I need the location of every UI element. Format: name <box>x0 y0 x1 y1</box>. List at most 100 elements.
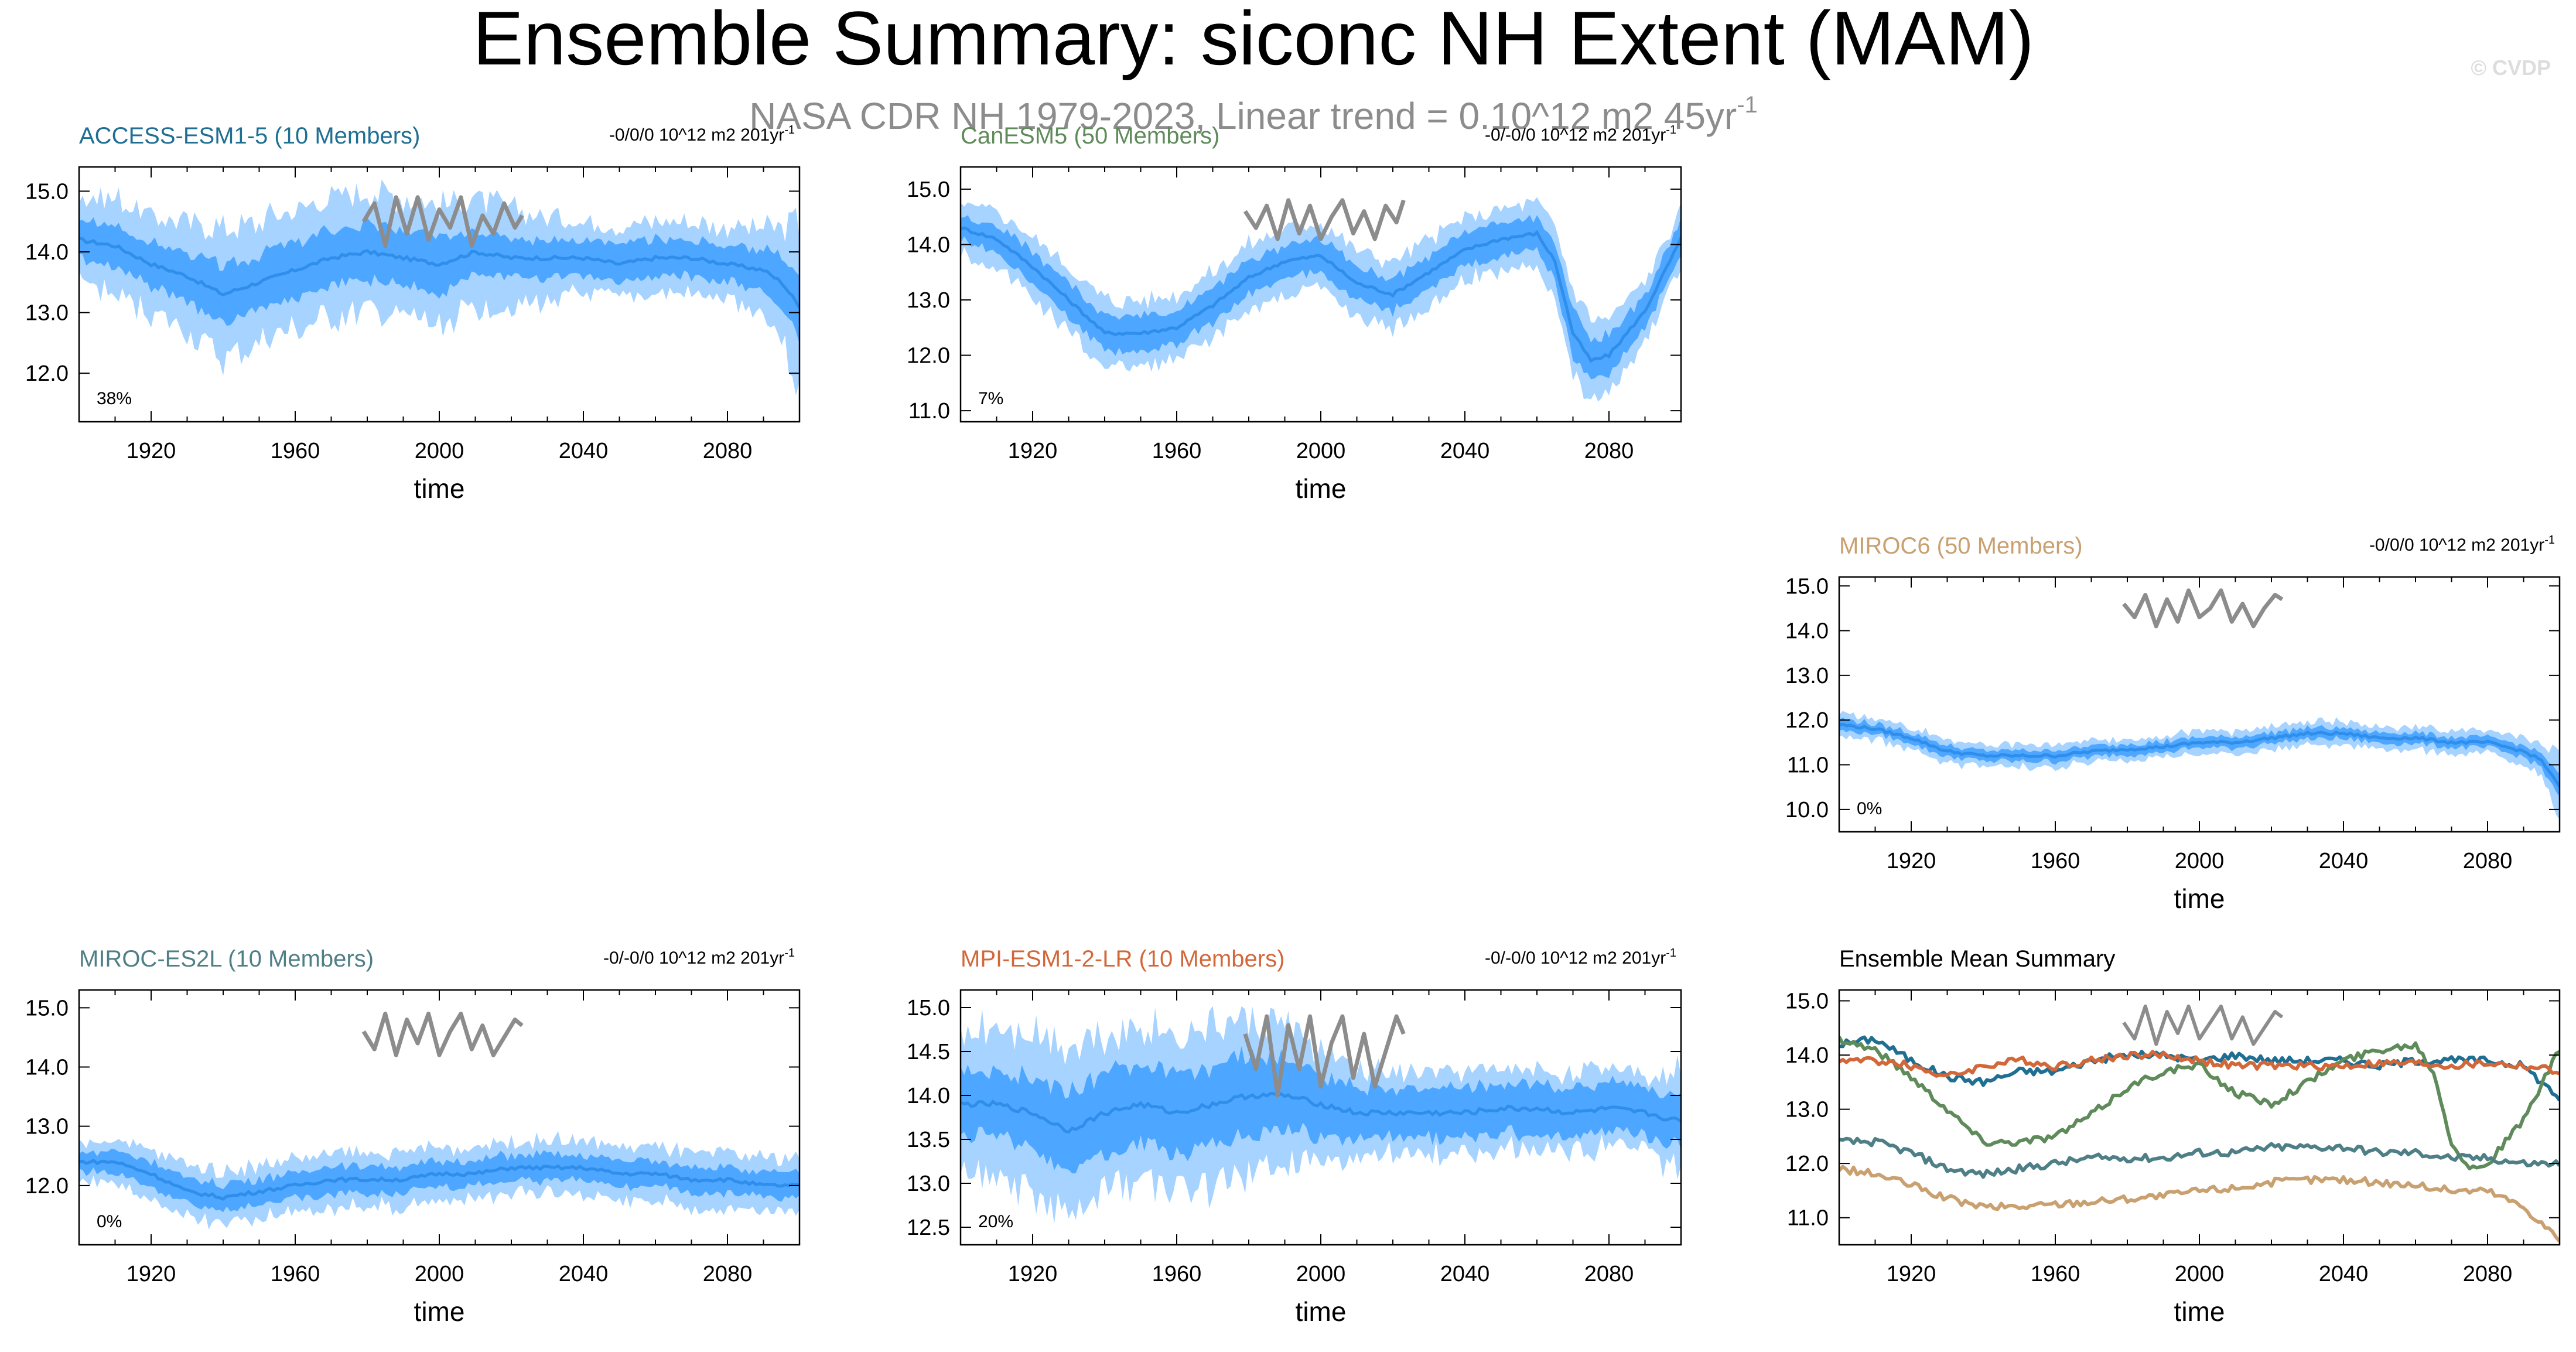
y-tick-label: 10.0 <box>1785 798 1829 822</box>
percent-label: 0% <box>97 1212 122 1231</box>
x-tick-label: 1960 <box>1152 1262 1202 1286</box>
inner-range-band <box>79 1148 800 1213</box>
x-tick-label: 1920 <box>127 439 176 463</box>
x-tick-label: 2000 <box>1296 1262 1346 1286</box>
plot-area <box>79 1011 800 1230</box>
x-tick-label: 1960 <box>1152 439 1202 463</box>
y-tick-label: 13.0 <box>907 288 950 313</box>
x-tick-label: 1920 <box>1887 849 1936 873</box>
x-tick-label: 2080 <box>2463 849 2513 873</box>
figure-subtitle-exponent: -1 <box>1737 92 1758 118</box>
panel-title: MIROC-ES2L (10 Members) <box>79 946 374 972</box>
trend-label: -0/-0/0 10^12 m2 201yr-1 <box>1485 947 1676 968</box>
trend-label-text: -0/-0/0 10^12 m2 201yr <box>603 948 784 968</box>
y-tick-label: 15.0 <box>907 996 950 1020</box>
x-tick-label: 2080 <box>1584 439 1634 463</box>
y-tick-label: 14.0 <box>25 240 69 265</box>
observations-line <box>361 195 524 248</box>
series-line-nasa-cdr-nh <box>2122 1004 2284 1046</box>
x-axis-label: time <box>2174 883 2225 914</box>
inner-range-band <box>961 214 1681 380</box>
figure-subtitle-text: NASA CDR NH 1979-2023, Linear trend = 0.… <box>749 95 1737 137</box>
trend-label: -0/0/0 10^12 m2 201yr-1 <box>609 124 795 145</box>
x-tick-label: 2040 <box>559 439 609 463</box>
plot-area <box>961 197 1681 402</box>
y-tick-label: 14.0 <box>25 1056 69 1080</box>
percent-label: 20% <box>978 1212 1013 1231</box>
ensemble-mean-line <box>1839 722 2560 787</box>
y-tick-label: 11.0 <box>1787 753 1829 778</box>
y-tick-label: 12.0 <box>25 1174 69 1199</box>
panel-canesm: 1920 1960 2000 2040 2080 11.0 12.0 13.0 14.0 15.0… <box>907 123 1682 504</box>
observations-line <box>361 1011 524 1057</box>
trend-label-text: -0/-0/0 10^12 m2 201yr <box>1485 125 1666 145</box>
trend-label: -0/-0/0 10^12 m2 201yr-1 <box>1485 124 1676 145</box>
panel-mpi: 1920 1960 2000 2040 2080 12.5 13.0 13.5 14.0 14.5… <box>907 946 1682 1327</box>
x-tick-label: 2000 <box>2175 849 2225 873</box>
observations-line <box>1243 198 1406 241</box>
panel-miroces2l: 1920 1960 2000 2040 2080 12.0 13.0 14.0 15.0 time… <box>25 946 801 1327</box>
percent-label: 0% <box>1857 799 1882 818</box>
series-line-miroc-es2l <box>1839 1136 2560 1179</box>
trend-label-exponent: -1 <box>2544 534 2555 547</box>
y-tick-label: 12.0 <box>1785 1152 1829 1176</box>
y-tick-label: 15.0 <box>907 177 950 202</box>
plot-area <box>79 179 800 395</box>
x-axis-label: time <box>414 473 465 504</box>
y-tick-label: 14.0 <box>1785 619 1829 644</box>
y-tick-label: 14.5 <box>907 1040 950 1064</box>
y-tick-label: 11.0 <box>908 399 950 424</box>
plot-frame <box>1838 989 2561 1246</box>
figure-title: Ensemble Summary: siconc NH Extent (MAM) <box>473 0 2034 81</box>
x-tick-label: 1960 <box>271 1262 320 1286</box>
plot-area <box>1839 1004 2560 1243</box>
x-tick-label: 2000 <box>2175 1262 2225 1286</box>
x-tick-label: 1920 <box>1008 1262 1058 1286</box>
panels-group: 1920 1960 2000 2040 2080 12.0 13.0 14.0 15.0 time… <box>25 123 2561 1327</box>
y-tick-label: 15.0 <box>25 996 69 1020</box>
series-line-mpi-esm1-2-lr <box>1839 1050 2560 1078</box>
x-tick-label: 1960 <box>2031 849 2080 873</box>
observations-line <box>2122 588 2284 629</box>
y-tick-label: 15.0 <box>1785 989 1829 1014</box>
y-tick-label: 14.0 <box>1785 1043 1829 1068</box>
x-axis-label: time <box>1296 1296 1347 1327</box>
x-axis-label: time <box>1296 473 1347 504</box>
series-line-access-esm1-5 <box>1839 1035 2560 1102</box>
x-tick-label: 2040 <box>2319 1262 2369 1286</box>
y-tick-label: 13.0 <box>907 1172 950 1196</box>
y-tick-label: 15.0 <box>1785 574 1829 599</box>
x-tick-label: 2040 <box>2319 849 2369 873</box>
ensemble-mean-line <box>79 1158 800 1201</box>
panel-summary: 1920 1960 2000 2040 2080 11.0 12.0 13.0 14.0 15.0… <box>1785 946 2561 1327</box>
y-tick-label: 12.0 <box>1785 708 1829 733</box>
ensemble-mean-line <box>79 237 800 309</box>
panel-title: Ensemble Mean Summary <box>1839 946 2115 972</box>
trend-label-text: -0/-0/0 10^12 m2 201yr <box>1485 948 1666 968</box>
inner-range-band <box>961 1046 1681 1174</box>
y-tick-label: 15.0 <box>25 179 69 204</box>
plot-area <box>961 1006 1681 1224</box>
x-tick-label: 1920 <box>127 1262 176 1286</box>
x-tick-label: 2040 <box>1440 1262 1490 1286</box>
trend-label: -0/-0/0 10^12 m2 201yr-1 <box>603 947 795 968</box>
trend-label-text: -0/0/0 10^12 m2 201yr <box>2369 535 2544 555</box>
x-tick-label: 2080 <box>2463 1262 2513 1286</box>
trend-label: -0/0/0 10^12 m2 201yr-1 <box>2369 534 2555 555</box>
y-tick-label: 13.0 <box>25 1115 69 1139</box>
x-tick-label: 1920 <box>1887 1262 1936 1286</box>
inner-range-band <box>79 217 800 344</box>
percent-label: 38% <box>97 389 132 408</box>
panel-miroc6: 1920 1960 2000 2040 2080 10.0 11.0 12.0 13.0 14.0… <box>1785 533 2561 914</box>
percent-label: 7% <box>978 389 1003 408</box>
trend-label-exponent: -1 <box>784 124 795 136</box>
y-tick-label: 13.0 <box>1785 1098 1829 1122</box>
figure-subtitle: NASA CDR NH 1979-2023, Linear trend = 0.… <box>749 92 1758 137</box>
y-tick-label: 12.5 <box>907 1216 950 1240</box>
y-tick-label: 11.0 <box>1787 1206 1829 1231</box>
y-tick-label: 13.5 <box>907 1128 950 1152</box>
outer-range-band <box>1839 711 2560 820</box>
x-tick-label: 2000 <box>415 439 464 463</box>
y-tick-label: 12.0 <box>907 344 950 368</box>
